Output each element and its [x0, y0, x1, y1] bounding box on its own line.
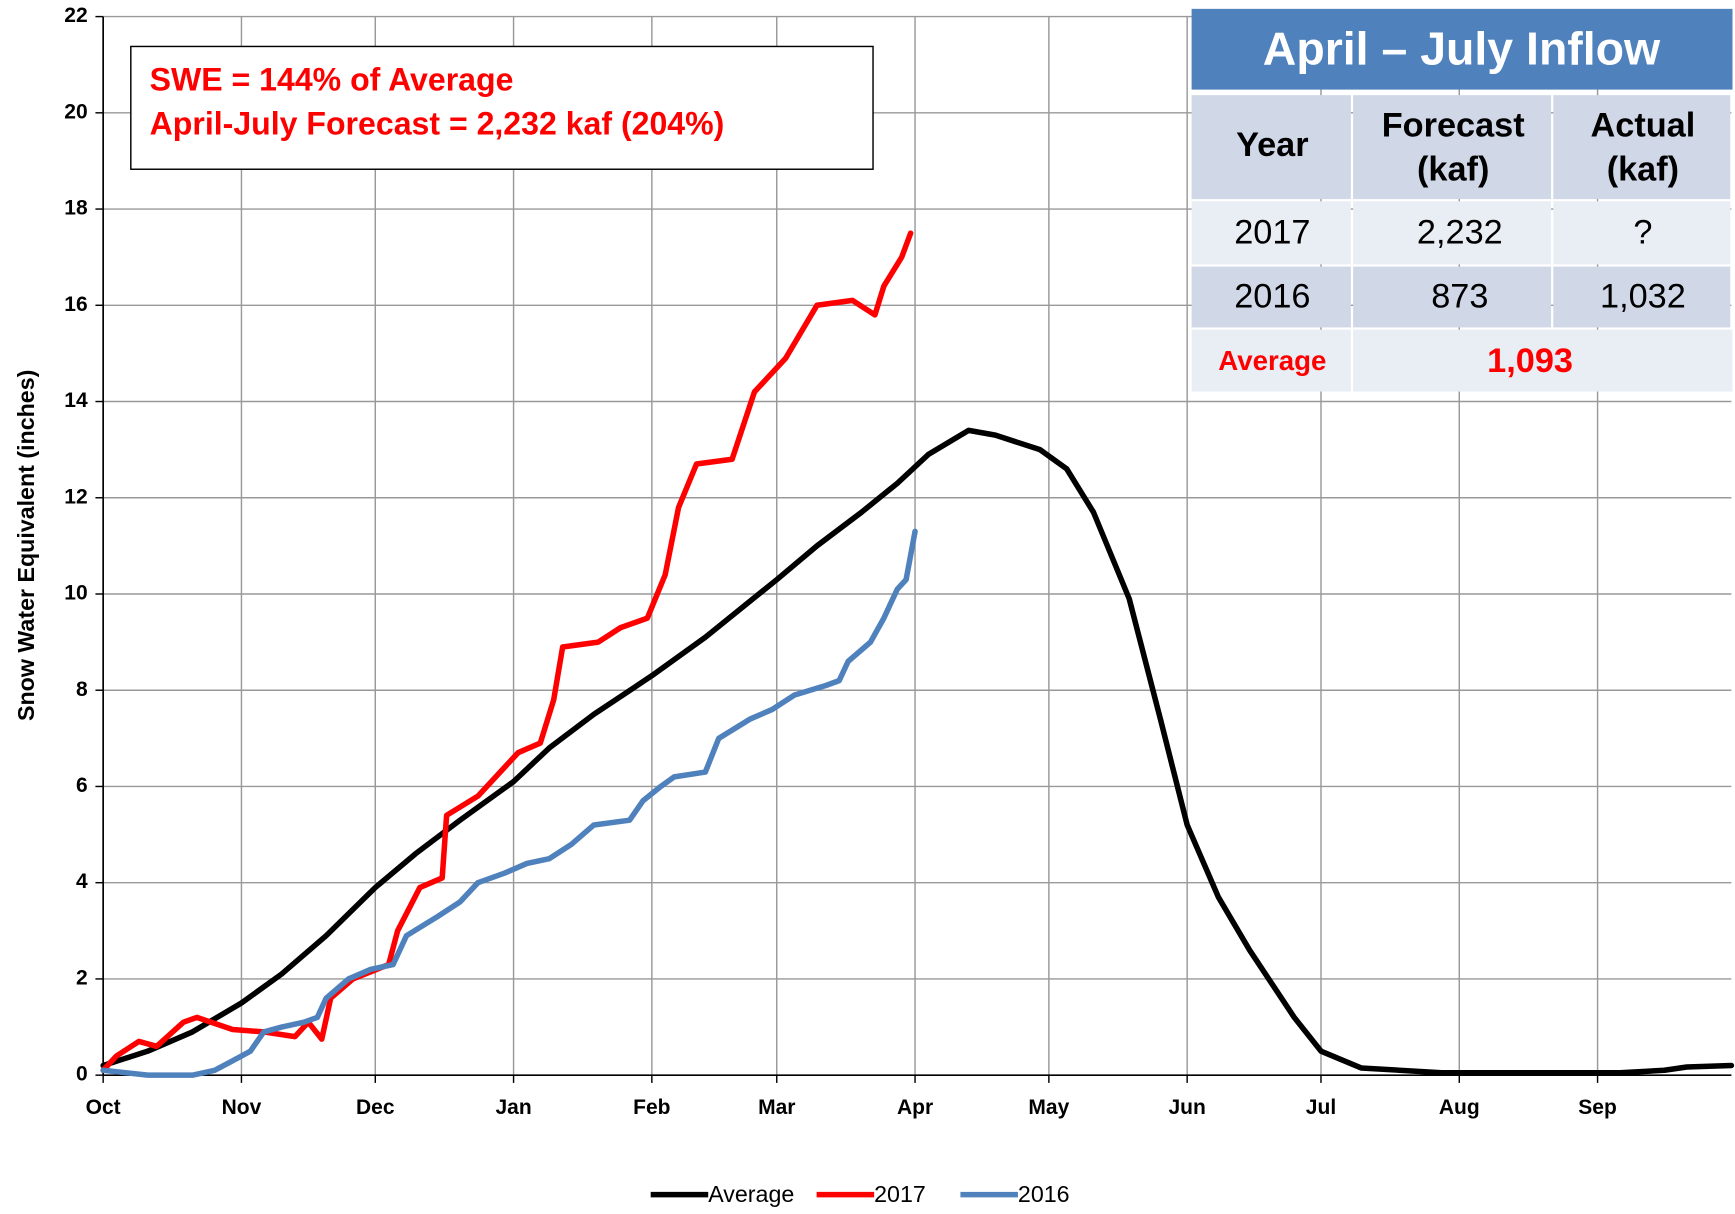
x-tick-label: Jun [1168, 1096, 1205, 1119]
table-cell [1191, 329, 1351, 392]
line-series [100, 427, 1735, 1076]
y-tick-label: 8 [76, 678, 88, 701]
y-tick-label: 0 [76, 1063, 88, 1086]
x-tick-label: Oct [86, 1096, 121, 1119]
y-tick-label: 12 [64, 485, 87, 508]
table-header: Forecast [1382, 106, 1525, 144]
y-tick-label: 10 [64, 582, 87, 605]
table-cell [1191, 266, 1351, 328]
annotation-box [130, 45, 874, 170]
x-tick-label: Feb [633, 1096, 670, 1119]
x-tick-label: Dec [356, 1096, 395, 1119]
table-header: Year [1236, 126, 1308, 164]
x-tick-label: Jan [495, 1096, 531, 1119]
y-axis-label: Snow Water Equivalent (inches) [13, 370, 39, 721]
x-tick-label: Sep [1578, 1096, 1617, 1119]
table-cell-text: 2016 [1234, 278, 1310, 316]
table-title: April – July Inflow [1263, 22, 1661, 74]
table-header: (kaf) [1607, 151, 1679, 189]
table-cell [1353, 329, 1733, 392]
y-tick-label: 20 [64, 100, 87, 123]
table-cell [1191, 95, 1351, 200]
table-cell-text: 2017 [1234, 214, 1310, 252]
table-average-value: 1,093 [1487, 342, 1573, 380]
y-tick-label: 6 [76, 774, 88, 797]
table-cell [1353, 95, 1552, 200]
table-cell-text: 1,032 [1600, 278, 1686, 316]
table-average-label: Average [1218, 345, 1326, 376]
table-cell-text: ? [1633, 214, 1652, 252]
table-cell [1553, 266, 1731, 328]
x-tick-label: Apr [897, 1096, 933, 1119]
table-cell-text: 873 [1431, 278, 1488, 316]
table-cell [1353, 266, 1552, 328]
table-cell [1191, 201, 1351, 265]
annotation-text: SWE = 144% of Average [150, 61, 514, 97]
table-cell [1553, 95, 1731, 200]
x-tick-label: May [1028, 1096, 1069, 1119]
legend-label: 2016 [1018, 1181, 1070, 1207]
y-tick-label: 2 [76, 966, 88, 989]
y-tick-label: 4 [76, 870, 88, 893]
x-tick-label: Mar [758, 1096, 795, 1119]
legend-label: Average [708, 1181, 794, 1207]
line-series [100, 230, 914, 1074]
legend-label: 2017 [874, 1181, 926, 1207]
y-tick-label: 16 [64, 293, 87, 316]
line-series [100, 528, 918, 1078]
table-header: Actual [1591, 106, 1696, 144]
x-tick-label: Nov [222, 1096, 262, 1119]
table-title-bg [1191, 8, 1733, 90]
table-cell [1353, 201, 1552, 265]
annotation-text: April-July Forecast = 2,232 kaf (204%) [150, 106, 725, 142]
y-tick-label: 22 [64, 4, 87, 27]
y-tick-label: 14 [64, 389, 88, 412]
table-cell [1553, 201, 1731, 265]
x-tick-label: Jul [1306, 1096, 1336, 1119]
y-tick-label: 18 [64, 197, 88, 220]
table-header: (kaf) [1417, 151, 1489, 189]
x-tick-label: Aug [1439, 1096, 1480, 1119]
table-cell-text: 2,232 [1417, 214, 1503, 252]
